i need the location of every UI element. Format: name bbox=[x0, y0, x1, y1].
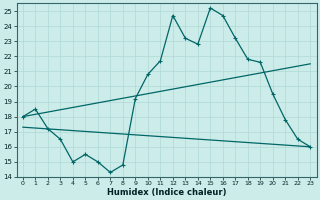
X-axis label: Humidex (Indice chaleur): Humidex (Indice chaleur) bbox=[107, 188, 226, 197]
